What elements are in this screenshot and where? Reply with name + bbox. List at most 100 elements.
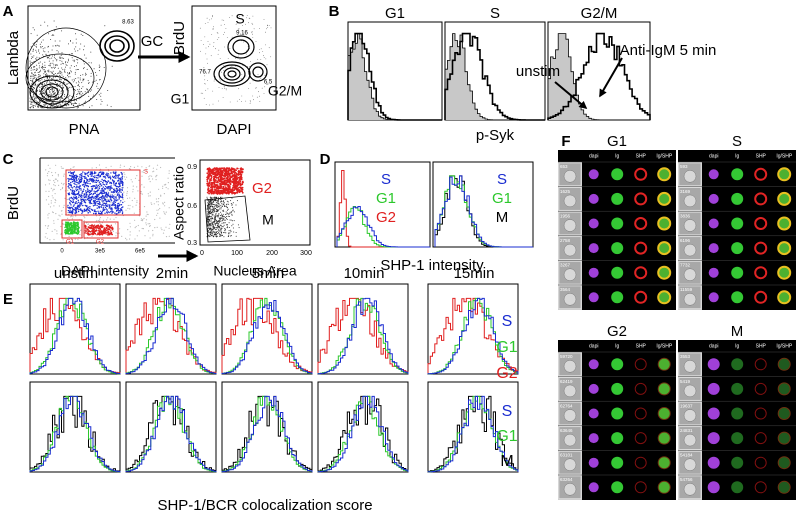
event-dot	[217, 202, 219, 204]
event-dot	[70, 238, 72, 240]
event-dot	[206, 180, 209, 183]
event-dot	[68, 99, 70, 101]
event-dot	[221, 192, 224, 195]
event-dot	[267, 83, 269, 85]
event-dot	[75, 193, 78, 195]
event-dot	[232, 207, 234, 209]
event-dot	[85, 205, 88, 208]
event-dot	[77, 223, 80, 225]
event-dot	[101, 211, 103, 214]
event-dot	[47, 225, 49, 227]
event-dot	[76, 94, 78, 95]
event-dot	[95, 225, 97, 227]
event-dot	[228, 187, 230, 190]
event-dot	[78, 226, 80, 229]
event-dot	[89, 211, 91, 213]
cell-dapi	[707, 407, 720, 420]
event-dot	[39, 74, 41, 76]
cell-ig	[611, 358, 624, 371]
event-dot	[53, 56, 55, 58]
event-dot	[55, 64, 57, 66]
event-dot	[109, 188, 112, 190]
event-dot	[217, 233, 219, 235]
event-dot	[112, 230, 114, 232]
event-dot	[225, 232, 227, 234]
event-dot	[38, 62, 40, 64]
event-dot	[149, 223, 151, 225]
cell-merge	[657, 265, 672, 280]
event-dot	[115, 185, 117, 187]
event-dot	[227, 192, 230, 195]
x-axis-label: Nucleus Area	[213, 263, 296, 279]
event-dot	[68, 82, 70, 84]
event-dot	[211, 221, 213, 223]
event-dot	[268, 25, 270, 26]
event-dot	[224, 78, 226, 79]
event-dot	[225, 179, 228, 182]
event-dot	[242, 33, 244, 35]
event-dot	[226, 37, 228, 38]
event-dot	[238, 171, 241, 173]
cell-shp	[634, 167, 648, 181]
event-dot	[215, 233, 217, 235]
event-dot	[111, 187, 113, 189]
event-dot	[65, 223, 68, 226]
event-dot	[84, 54, 86, 56]
event-dot	[73, 221, 76, 224]
event-dot	[206, 184, 209, 187]
event-dot	[216, 197, 218, 199]
event-dot	[222, 201, 224, 203]
event-dot	[101, 172, 103, 175]
y-tick-label: 0.9	[187, 164, 197, 171]
event-dot	[55, 213, 57, 215]
event-dot	[103, 67, 105, 68]
event-dot	[59, 79, 61, 81]
event-dot	[93, 176, 96, 179]
event-dot	[230, 188, 232, 191]
cell-shp	[754, 290, 768, 304]
event-dot	[48, 60, 50, 62]
event-dot	[96, 187, 98, 189]
event-dot	[62, 239, 64, 241]
cell-bf	[683, 293, 697, 306]
event-dot	[216, 184, 219, 187]
event-dot	[84, 199, 86, 201]
event-dot	[106, 182, 109, 184]
event-dot	[207, 187, 210, 189]
event-dot	[225, 204, 227, 206]
event-dot	[145, 215, 147, 217]
event-dot	[98, 233, 100, 236]
event-dot	[218, 221, 220, 223]
event-dot	[211, 235, 213, 237]
event-dot	[44, 79, 46, 81]
event-dot	[248, 88, 250, 89]
event-dot	[168, 235, 170, 237]
column-header: SHP	[756, 153, 767, 159]
event-dot	[52, 34, 54, 36]
event-dot	[49, 55, 51, 57]
column-header: Ig	[735, 153, 739, 159]
event-dot	[76, 202, 78, 204]
event-dot	[224, 180, 226, 182]
event-dot	[209, 210, 211, 212]
x-tick-label: 6e5	[135, 249, 146, 255]
event-dot	[43, 88, 45, 90]
event-dot	[45, 74, 47, 76]
event-dot	[45, 199, 48, 201]
event-dot	[119, 178, 122, 181]
event-dot	[56, 64, 58, 66]
event-dot	[264, 86, 266, 88]
event-dot	[220, 215, 222, 217]
event-dot	[134, 227, 136, 229]
event-dot	[265, 31, 266, 33]
event-dot	[210, 179, 212, 182]
event-dot	[59, 82, 61, 84]
event-dot	[206, 177, 209, 180]
event-dot	[228, 213, 230, 215]
event-dot	[73, 78, 75, 80]
cell-id: 11559	[680, 287, 693, 292]
event-dot	[30, 103, 32, 105]
event-dot	[220, 220, 222, 222]
event-dot	[81, 177, 83, 179]
cell-id: 24831	[680, 428, 693, 433]
